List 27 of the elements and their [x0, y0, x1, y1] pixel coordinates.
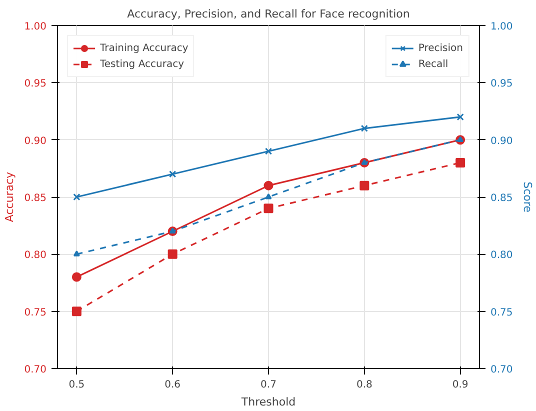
y2-tick-label: 0.80 — [490, 250, 513, 262]
y-axis-title: Accuracy — [3, 171, 16, 222]
y-tick-label: 0.85 — [24, 193, 46, 204]
y-tick-label: 0.80 — [24, 250, 46, 262]
y-tick-label: 0.95 — [24, 78, 46, 90]
y2-tick-label: 0.75 — [490, 307, 513, 318]
y2-tick-label: 0.85 — [490, 193, 513, 204]
y-tick-label: 0.70 — [24, 364, 46, 376]
y2-tick-label: 0.70 — [490, 364, 513, 376]
x-axis-title: Threshold — [240, 396, 296, 408]
x-tick-label: 0.9 — [452, 380, 468, 390]
x-tick-label: 0.6 — [164, 380, 181, 390]
x-tick-label: 0.5 — [68, 380, 85, 390]
y2-tick-label: 0.90 — [490, 136, 513, 147]
y-tick-label: 0.90 — [24, 136, 46, 147]
y2-tick-label: 0.95 — [490, 78, 513, 90]
y2-tick-label: 1.00 — [490, 22, 513, 32]
legend-label: Recall — [418, 58, 448, 71]
chart-title: Accuracy, Precision, and Recall for Face recognition — [127, 8, 410, 20]
y-tick-label: 0.75 — [24, 307, 46, 318]
y-tick-label: 1.00 — [24, 22, 46, 32]
legend-label: Training Accuracy — [100, 42, 188, 55]
legend-label: Testing Accuracy — [100, 58, 184, 71]
legend-label: Precision — [418, 42, 463, 55]
x-tick-label: 0.7 — [260, 380, 276, 390]
y2-axis-title: Score — [520, 182, 534, 213]
x-tick-label: 0.8 — [356, 380, 372, 390]
